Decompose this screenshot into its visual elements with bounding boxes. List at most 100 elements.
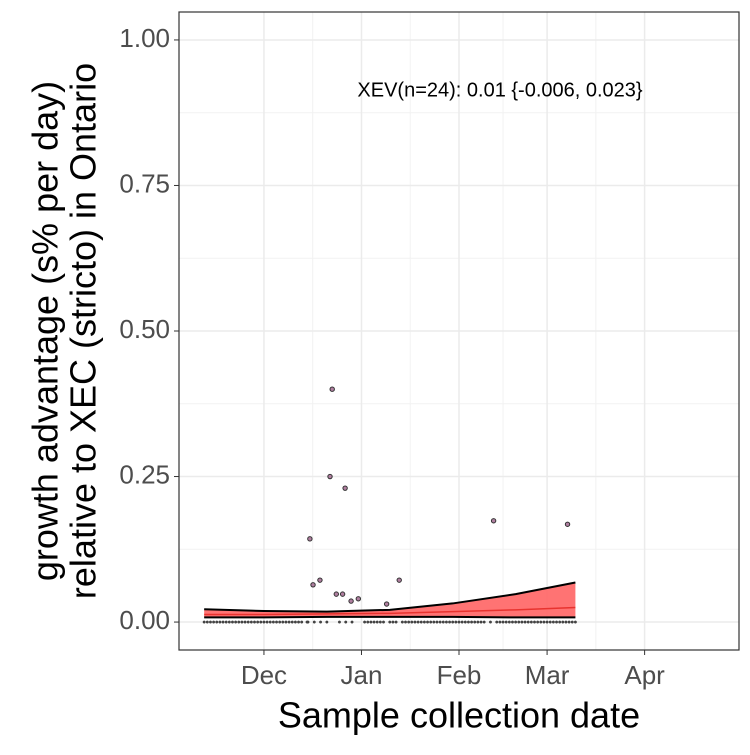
data-point [555,620,558,624]
data-point [287,620,291,624]
data-point [407,620,411,624]
confidence-band [204,582,576,618]
data-point [476,620,480,624]
data-point [209,620,212,624]
data-point [249,620,253,624]
data-point [218,620,222,624]
data-point [221,620,225,624]
data-point [333,591,340,597]
data-point [416,620,420,624]
data-point [227,620,231,624]
x-tick-label: Jan [341,660,383,690]
data-point [297,620,301,624]
data-point [284,620,288,624]
data-point [561,620,565,624]
data-point [265,620,269,624]
annotation: XEV(n=24): 0.01 {-0.006, 0.023} [357,79,643,101]
data-point [391,620,395,624]
data-point [573,620,577,624]
data-point [567,620,571,624]
data-point [473,620,477,624]
data-point [375,620,379,624]
y-tick-label: 0.00 [119,605,170,635]
data-point [470,620,474,624]
data-point [479,620,483,624]
data-point [444,620,448,624]
data-point [310,582,316,588]
data-point [466,620,470,624]
data-point [517,620,521,624]
data-point [342,485,348,491]
panel-border [178,11,740,651]
data-point [307,536,313,542]
data-point [372,620,376,624]
data-point [243,620,247,624]
data-point [451,620,455,624]
data-point [234,620,238,624]
data-point [256,620,260,624]
data-point [246,620,250,624]
data-point [327,473,333,480]
data-point [426,620,429,624]
data-point [429,620,433,624]
data-point [305,620,309,624]
data-point [511,620,514,624]
y-tick-label: 1.00 [119,23,170,53]
data-point [278,620,282,624]
data-point [224,620,228,624]
data-point [514,620,518,624]
data-point [529,620,533,624]
x-tick-label: Apr [624,660,665,690]
data-point [438,620,442,624]
data-point [350,620,354,624]
y-axis-title: relative to XEC (stricto) in Ontario [63,63,104,599]
data-point [454,620,458,624]
data-point [539,620,543,624]
data-point [523,620,527,624]
data-point [422,620,426,624]
upper-bound-line [204,581,576,613]
data-point [501,620,505,624]
lower-bound-line [204,615,576,619]
data-point [215,620,219,624]
data-point [268,620,272,624]
data-point [355,596,362,602]
data-point [495,620,499,624]
fit-line [204,606,576,616]
data-point [482,620,486,624]
data-point [396,577,402,583]
data-point [237,620,241,624]
x-tick-label: Dec [241,660,287,690]
data-point [337,620,341,624]
data-point [545,620,549,624]
data-point [281,620,285,624]
data-point [498,620,502,624]
data-point [344,620,348,624]
data-point [504,620,508,624]
data-point [388,620,392,624]
data-point [231,620,234,624]
data-point [394,620,398,624]
data-point [542,620,546,624]
data-point [317,577,323,583]
data-point [489,620,492,624]
x-tick-label: Feb [437,660,482,690]
data-point [382,620,385,624]
data-point [378,620,382,624]
data-point [432,620,436,624]
data-point [490,518,497,524]
data-point [383,601,390,607]
data-point [369,620,373,624]
data-point [558,620,562,624]
data-point [570,620,574,624]
data-point [564,521,571,527]
data-point [240,620,244,624]
y-axis-title: growth advantage (s% per day) [25,81,66,581]
data-point [312,620,316,624]
data-point [419,620,423,624]
data-point [202,620,206,624]
data-point [325,620,329,624]
data-point [290,620,294,624]
